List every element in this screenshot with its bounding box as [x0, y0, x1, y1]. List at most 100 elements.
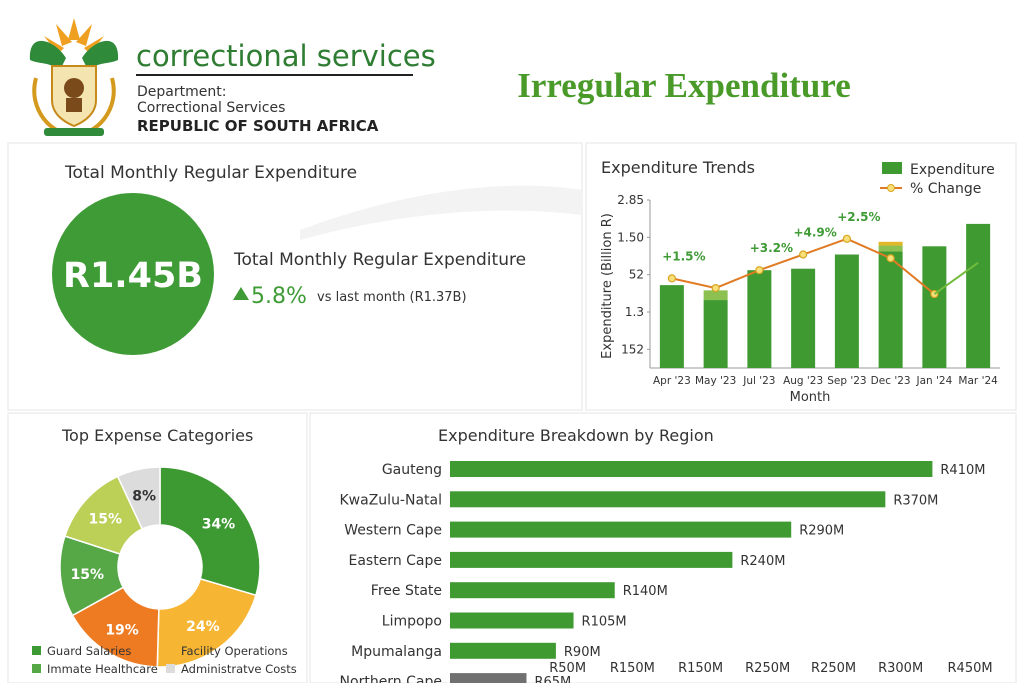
x-tick-label: R50M — [549, 661, 586, 676]
value-label: R105M — [582, 615, 627, 630]
value-label: R290M — [799, 524, 844, 539]
kpi-circle — [52, 193, 214, 355]
category-label: Eastern Cape — [348, 553, 442, 569]
bar — [878, 245, 903, 252]
bar — [450, 582, 615, 599]
line — [933, 261, 979, 295]
legend-label: Immate Healthcare — [47, 662, 158, 676]
legend-swatch — [166, 664, 175, 673]
line-point — [886, 254, 895, 263]
x-tick-label: Dec '23 — [871, 375, 911, 387]
legend-label: Facility Operations — [181, 644, 288, 658]
bar — [450, 491, 886, 508]
bar — [450, 521, 792, 538]
bar — [450, 461, 933, 477]
value-label: R240M — [740, 554, 785, 569]
legend-swatch — [882, 162, 902, 174]
bar — [450, 551, 733, 568]
bar — [922, 246, 947, 368]
bar — [747, 270, 772, 368]
x-tick-label: R450M — [948, 661, 993, 676]
x-tick-label: R250M — [745, 661, 790, 676]
annotation: +3.2% — [750, 241, 793, 255]
x-axis-label: Month — [790, 390, 831, 405]
y-tick-label: 52 — [629, 268, 644, 282]
value-label: R65M — [534, 675, 571, 683]
coat-of-arms — [29, 18, 119, 136]
bar — [834, 254, 859, 368]
value-label: R410M — [940, 463, 985, 478]
x-tick-label: Aug '23 — [783, 375, 823, 387]
donut-slice — [159, 466, 261, 597]
slice-label: 19% — [105, 622, 139, 638]
y-tick-label: 152 — [621, 342, 644, 356]
x-tick-label: May '23 — [695, 375, 736, 387]
category-label: Limpopo — [382, 614, 442, 630]
bar — [966, 223, 991, 368]
legend-swatch — [32, 664, 41, 673]
bar — [791, 268, 816, 368]
region-panel — [309, 412, 1017, 683]
kpi-change: 5.8% — [251, 284, 307, 309]
line-point — [842, 234, 851, 243]
legend-swatch — [887, 184, 895, 192]
legend-label: Guard Salaries — [47, 644, 131, 658]
bar — [703, 290, 728, 301]
dept-line: REPUBLIC OF SOUTH AFRICA — [137, 117, 379, 135]
bar — [659, 285, 684, 368]
line-point — [667, 274, 676, 283]
page-title: Irregular Expenditure — [517, 66, 851, 105]
value-label: R370M — [893, 493, 938, 508]
x-tick-label: Jul '23 — [742, 375, 775, 387]
logo-title: correctional services — [136, 39, 436, 73]
x-tick-label: Apr '23 — [653, 375, 691, 387]
y-tick-label: 2.85 — [617, 193, 644, 207]
x-tick-label: R250M — [811, 661, 856, 676]
legend-label: % Change — [910, 181, 981, 197]
category-label: KwaZulu-Natal — [340, 492, 443, 508]
dept-line: Correctional Services — [137, 100, 285, 116]
category-label: Western Cape — [344, 523, 442, 539]
kpi-title: Total Monthly Regular Expenditure — [64, 163, 357, 183]
slice-label: 15% — [71, 567, 105, 583]
legend-label: Expenditure — [910, 162, 995, 178]
donut-slice — [156, 577, 257, 668]
category-label: Gauteng — [382, 462, 442, 478]
kpi-subtitle: Total Monthly Regular Expenditure — [233, 250, 526, 270]
legend-swatch — [32, 646, 41, 655]
x-tick-label: Sep '23 — [827, 375, 866, 387]
bar — [878, 241, 903, 246]
line-point — [799, 250, 808, 259]
slice-label: 24% — [186, 619, 220, 635]
panel-swoosh — [300, 185, 582, 240]
slice-label: 8% — [132, 489, 156, 505]
value-label: R140M — [623, 584, 668, 599]
x-tick-label: R150M — [678, 661, 723, 676]
annotation: +2.5% — [837, 210, 880, 224]
bar — [450, 642, 556, 659]
x-tick-label: R150M — [610, 661, 655, 676]
category-label: Mpumalanga — [351, 644, 442, 660]
chart-title: Expenditure Breakdown by Region — [438, 426, 714, 445]
dept-line: Department: — [137, 84, 226, 100]
kpi-comparison: vs last month (R1.37B) — [317, 290, 467, 305]
bar — [703, 300, 728, 368]
bar — [878, 251, 903, 368]
bar — [450, 612, 574, 629]
chart-title: Expenditure Trends — [601, 158, 755, 177]
x-tick-label: Mar '24 — [958, 375, 998, 387]
line-point — [711, 284, 720, 293]
y-tick-label: 1.50 — [617, 230, 644, 244]
annotation: +1.5% — [662, 249, 705, 263]
kpi-value: R1.45B — [63, 256, 203, 296]
slice-label: 34% — [202, 516, 236, 532]
chart-title: Top Expense Categories — [61, 426, 253, 445]
category-label: Northern Cape — [340, 674, 442, 683]
bar — [450, 673, 527, 683]
line-point — [755, 266, 764, 275]
y-tick-label: 1.3 — [625, 305, 644, 319]
y-axis-label: Expenditure (Billion R) — [600, 213, 615, 359]
value-label: R90M — [564, 645, 601, 660]
